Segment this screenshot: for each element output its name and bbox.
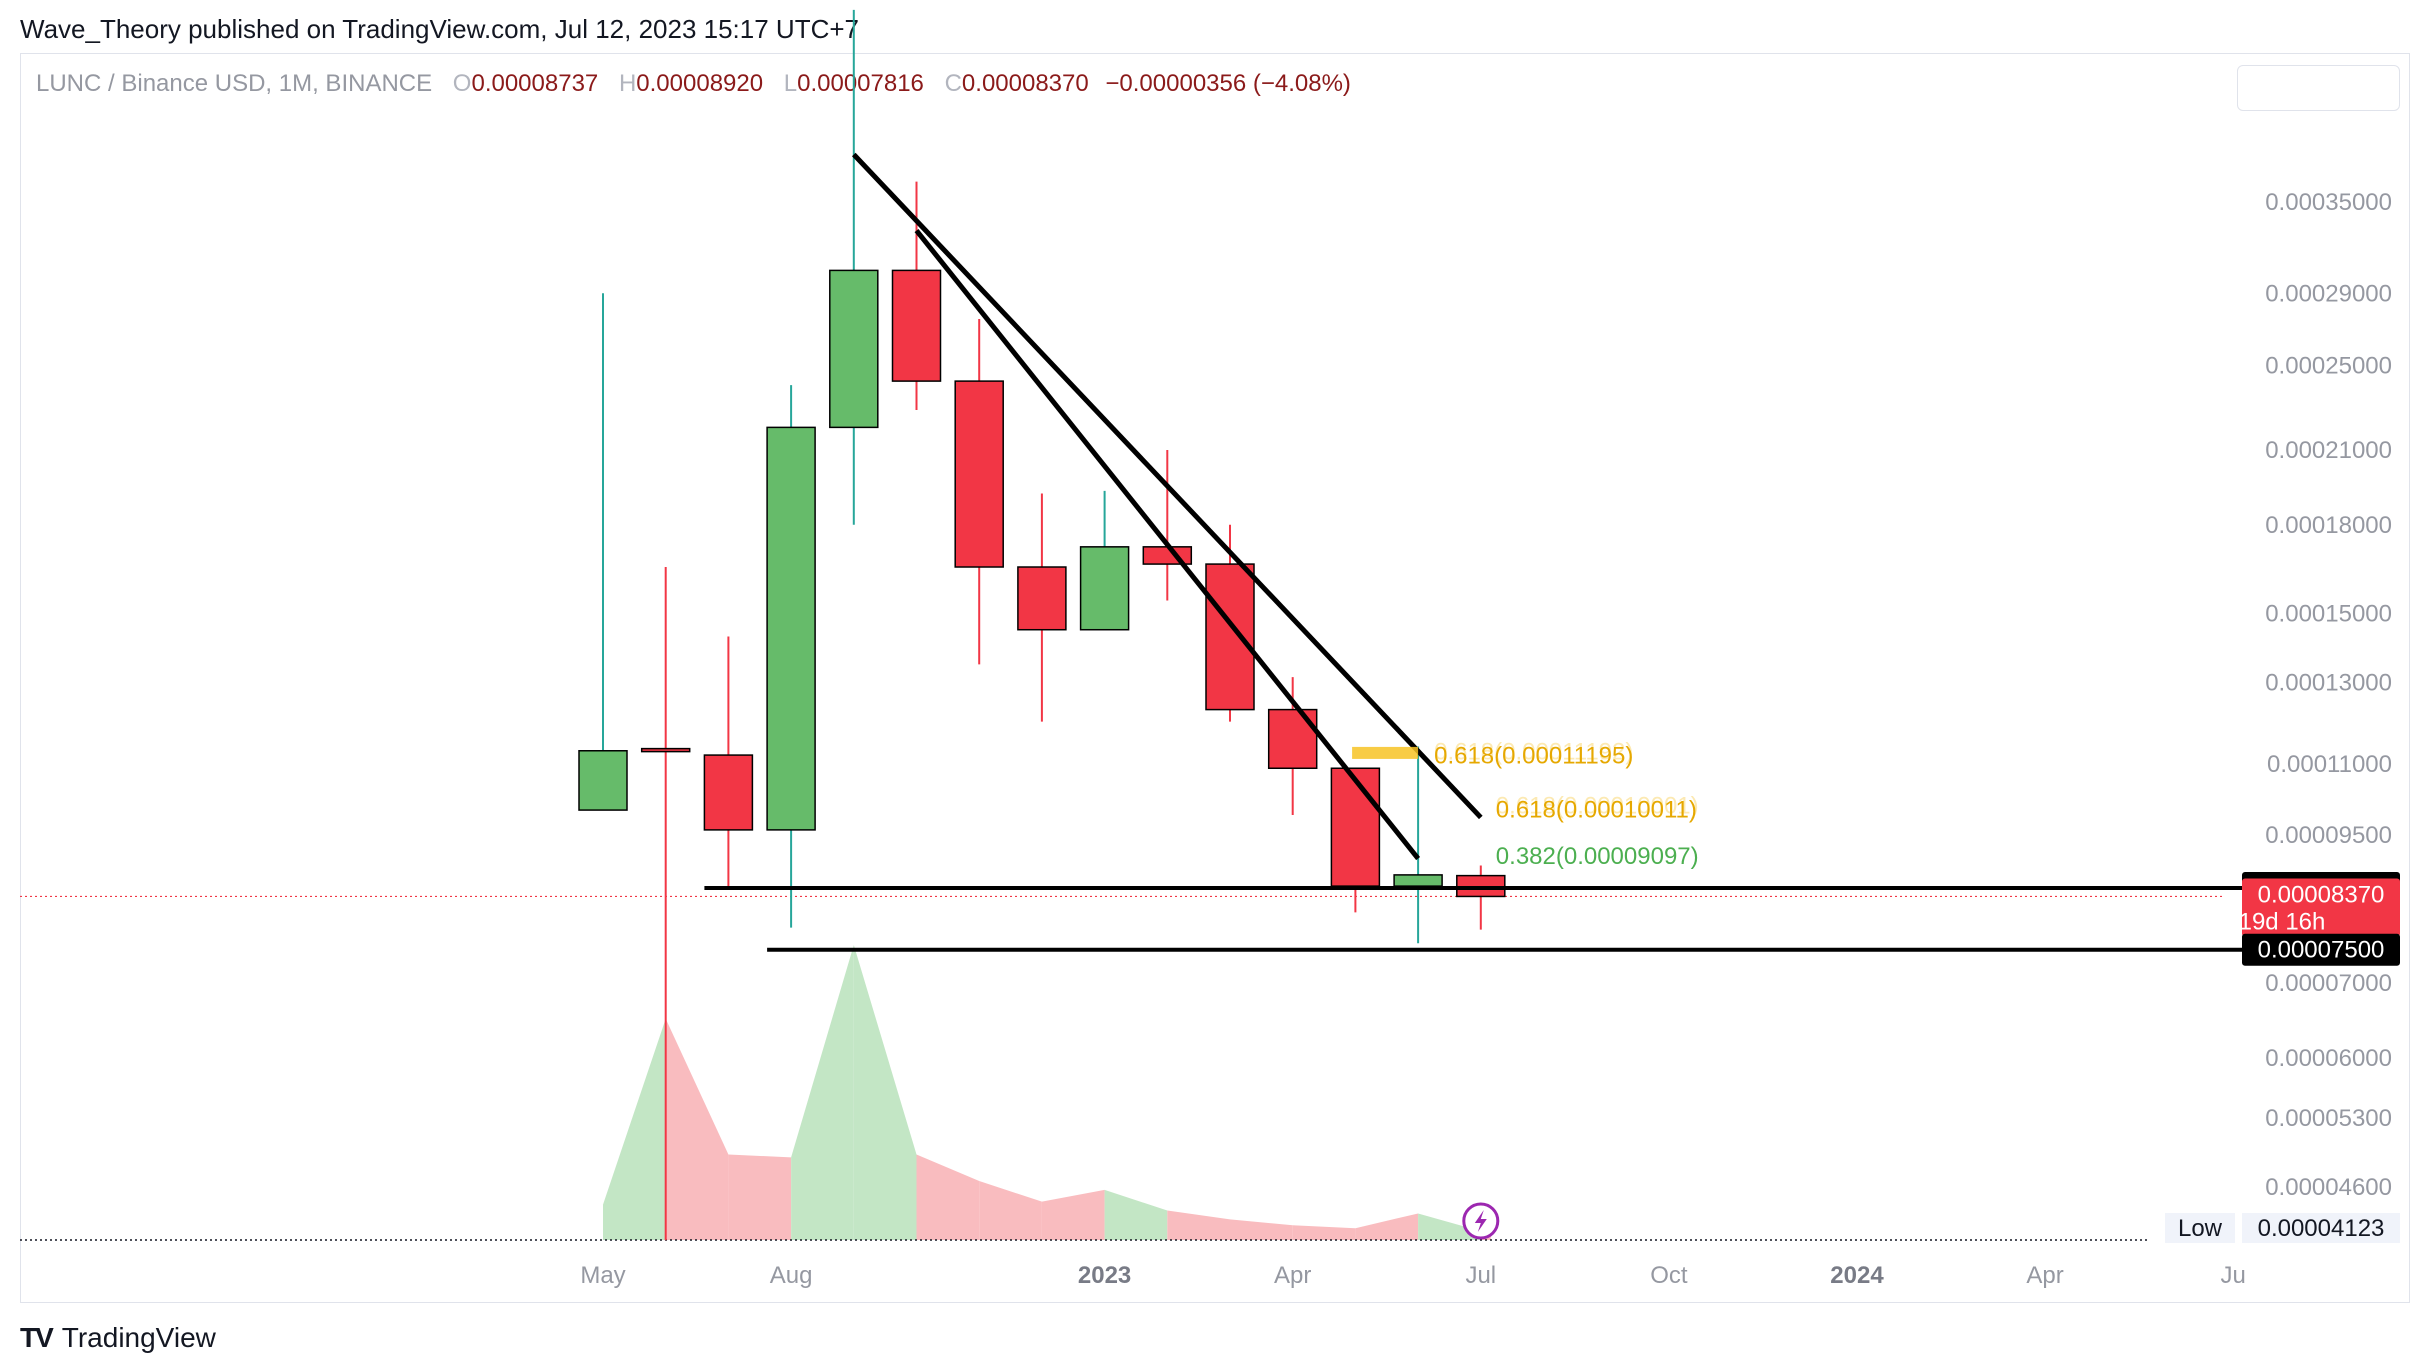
x-axis-tick: 2023 (1078, 1262, 1131, 1289)
candle-body (703, 754, 754, 831)
low-label: L (783, 70, 798, 97)
volume-area (1041, 1189, 1105, 1240)
candle-body (640, 747, 691, 753)
footer-brand: TV TradingView (20, 1322, 216, 1354)
y-axis-tick: 0.00007000 (2265, 970, 2392, 997)
change-value: −0.00000356 (−4.08%) (1105, 70, 1351, 97)
symbol-name[interactable]: LUNC / Binance USD, 1M, BINANCE (36, 70, 433, 97)
open-label: O (452, 70, 472, 97)
tradingview-brand-name: TradingView (61, 1322, 216, 1353)
candle-body (1017, 566, 1067, 631)
trendline-2 (914, 229, 1421, 861)
fib-label: 0.618(0.00010011) (1496, 797, 1697, 824)
y-axis-tick: 0.00035000 (2265, 189, 2392, 216)
x-axis-tick: Ju (2221, 1262, 2246, 1289)
volume-area (791, 945, 854, 1240)
y-axis-tick: 0.00009500 (2265, 822, 2392, 849)
fib-band (1352, 746, 1419, 759)
candle-body (578, 750, 628, 811)
candle-body (954, 380, 1004, 568)
x-axis-tick: Apr (1274, 1262, 1311, 1289)
y-axis-tick: 0.00006000 (2265, 1045, 2392, 1072)
chart-frame (20, 53, 2410, 1303)
volume-area (979, 1181, 1042, 1240)
candle-body (1079, 546, 1130, 631)
candle-body (1267, 708, 1318, 770)
low-value-bg (2242, 1213, 2400, 1243)
lightning-glyph (1474, 1210, 1487, 1232)
candle-body (1330, 767, 1381, 887)
y-axis-tick: 0.00029000 (2265, 280, 2392, 307)
y-axis-tick: 0.00015000 (2265, 600, 2392, 627)
tradingview-logo-icon: TV (20, 1322, 54, 1353)
volume-area (665, 1018, 729, 1240)
x-axis-tick: Jul (1465, 1262, 1496, 1289)
trendline-1 (851, 152, 1483, 820)
price-tag-current: 0.00008370 (2258, 881, 2385, 908)
candle-body (1205, 563, 1255, 711)
volume-area (853, 945, 917, 1240)
publisher-line: Wave_Theory published on TradingView.com… (20, 14, 859, 44)
x-axis-tick: Oct (1650, 1262, 1688, 1289)
fib-label: 0.382(0.00009097) (1496, 843, 1699, 870)
high-label: H (618, 70, 637, 97)
low-label: Low (2178, 1215, 2223, 1242)
symbol-legend: LUNC / Binance USD, 1M, BINANCE O0.00008… (36, 70, 1351, 98)
fib-label-ghost: 0.618(0.00010001) (1496, 793, 1699, 820)
price-tag-support: 0.00007500 (2258, 937, 2385, 964)
y-axis-tick: 0.00005300 (2265, 1105, 2392, 1132)
x-axis-tick: May (580, 1262, 625, 1289)
volume-area (1292, 1225, 1356, 1240)
volume-area (1104, 1189, 1168, 1240)
open-value: 0.00008737 (471, 70, 599, 97)
low-label-bg (2165, 1213, 2235, 1243)
volume-area (603, 1018, 666, 1240)
y-axis-tick: 0.00018000 (2265, 512, 2392, 539)
price-tag-countdown: 19d 16h (2239, 908, 2326, 935)
volume-area (1230, 1219, 1293, 1240)
candle-body (829, 269, 879, 429)
low-value: 0.00007816 (797, 70, 924, 97)
x-axis-tick: 2024 (1830, 1262, 1884, 1289)
candle-body (766, 426, 816, 831)
price-tag-support-bg (2242, 933, 2400, 966)
fib-label: 0.618(0.00011195) (1434, 742, 1633, 769)
x-axis-tick: Apr (2026, 1262, 2063, 1289)
high-value: 0.00008920 (636, 70, 764, 97)
candle-body (1142, 546, 1193, 565)
x-axis-tick: Aug (770, 1262, 813, 1289)
volume-area (916, 1154, 980, 1240)
candle-body (1393, 874, 1443, 887)
volume-area (728, 1154, 792, 1240)
volume-area (1418, 1213, 1481, 1240)
close-value: 0.00008370 (961, 70, 1089, 97)
close-label: C (944, 70, 962, 97)
y-axis-tick: 0.00025000 (2265, 352, 2392, 379)
candle-body (891, 269, 942, 382)
y-axis-tick: 0.00011000 (2267, 751, 2392, 778)
volume-area (1167, 1210, 1230, 1240)
volume-area (1355, 1213, 1419, 1240)
low-value: 0.00004123 (2258, 1215, 2385, 1242)
y-axis-tick: 0.00013000 (2265, 670, 2392, 697)
y-axis-tick: 0.00004600 (2265, 1174, 2392, 1201)
fib-label-ghost: 0.618(0.00011192) (1434, 738, 1633, 765)
price-tag-current-bg (2242, 878, 2400, 937)
top-right-box[interactable] (2237, 65, 2400, 111)
y-axis-tick: 0.00021000 (2265, 437, 2392, 464)
